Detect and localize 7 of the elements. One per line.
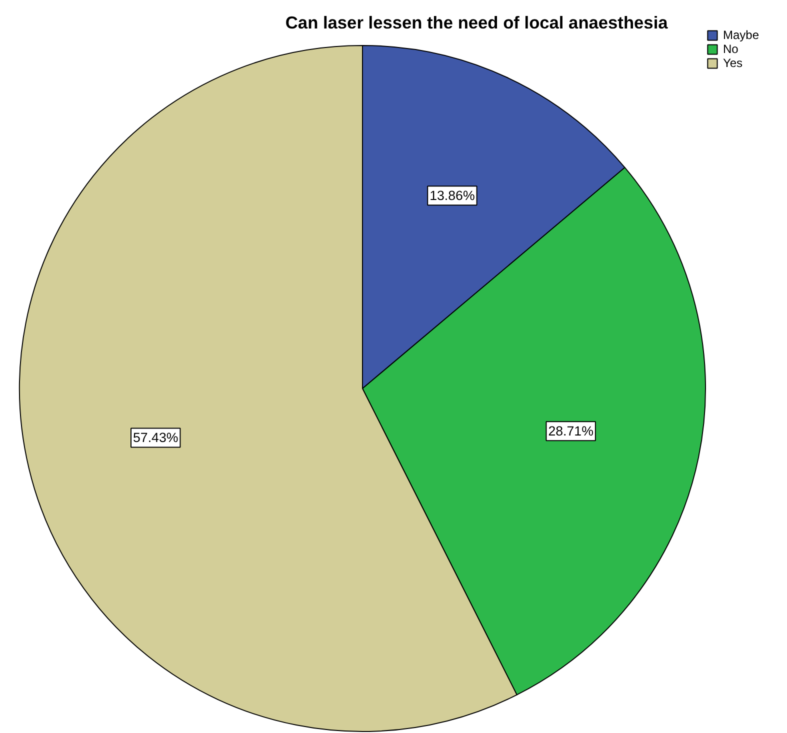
- data-label: 28.71%: [548, 424, 594, 439]
- data-label: 57.43%: [133, 430, 178, 446]
- chart-title: Can laser lessen the need of local anaesthesia: [285, 12, 668, 32]
- legend-label: Yes: [722, 56, 743, 70]
- legend-label: No: [722, 42, 740, 56]
- legend-label: Maybe: [722, 28, 759, 42]
- data-label: 13.86%: [430, 188, 475, 204]
